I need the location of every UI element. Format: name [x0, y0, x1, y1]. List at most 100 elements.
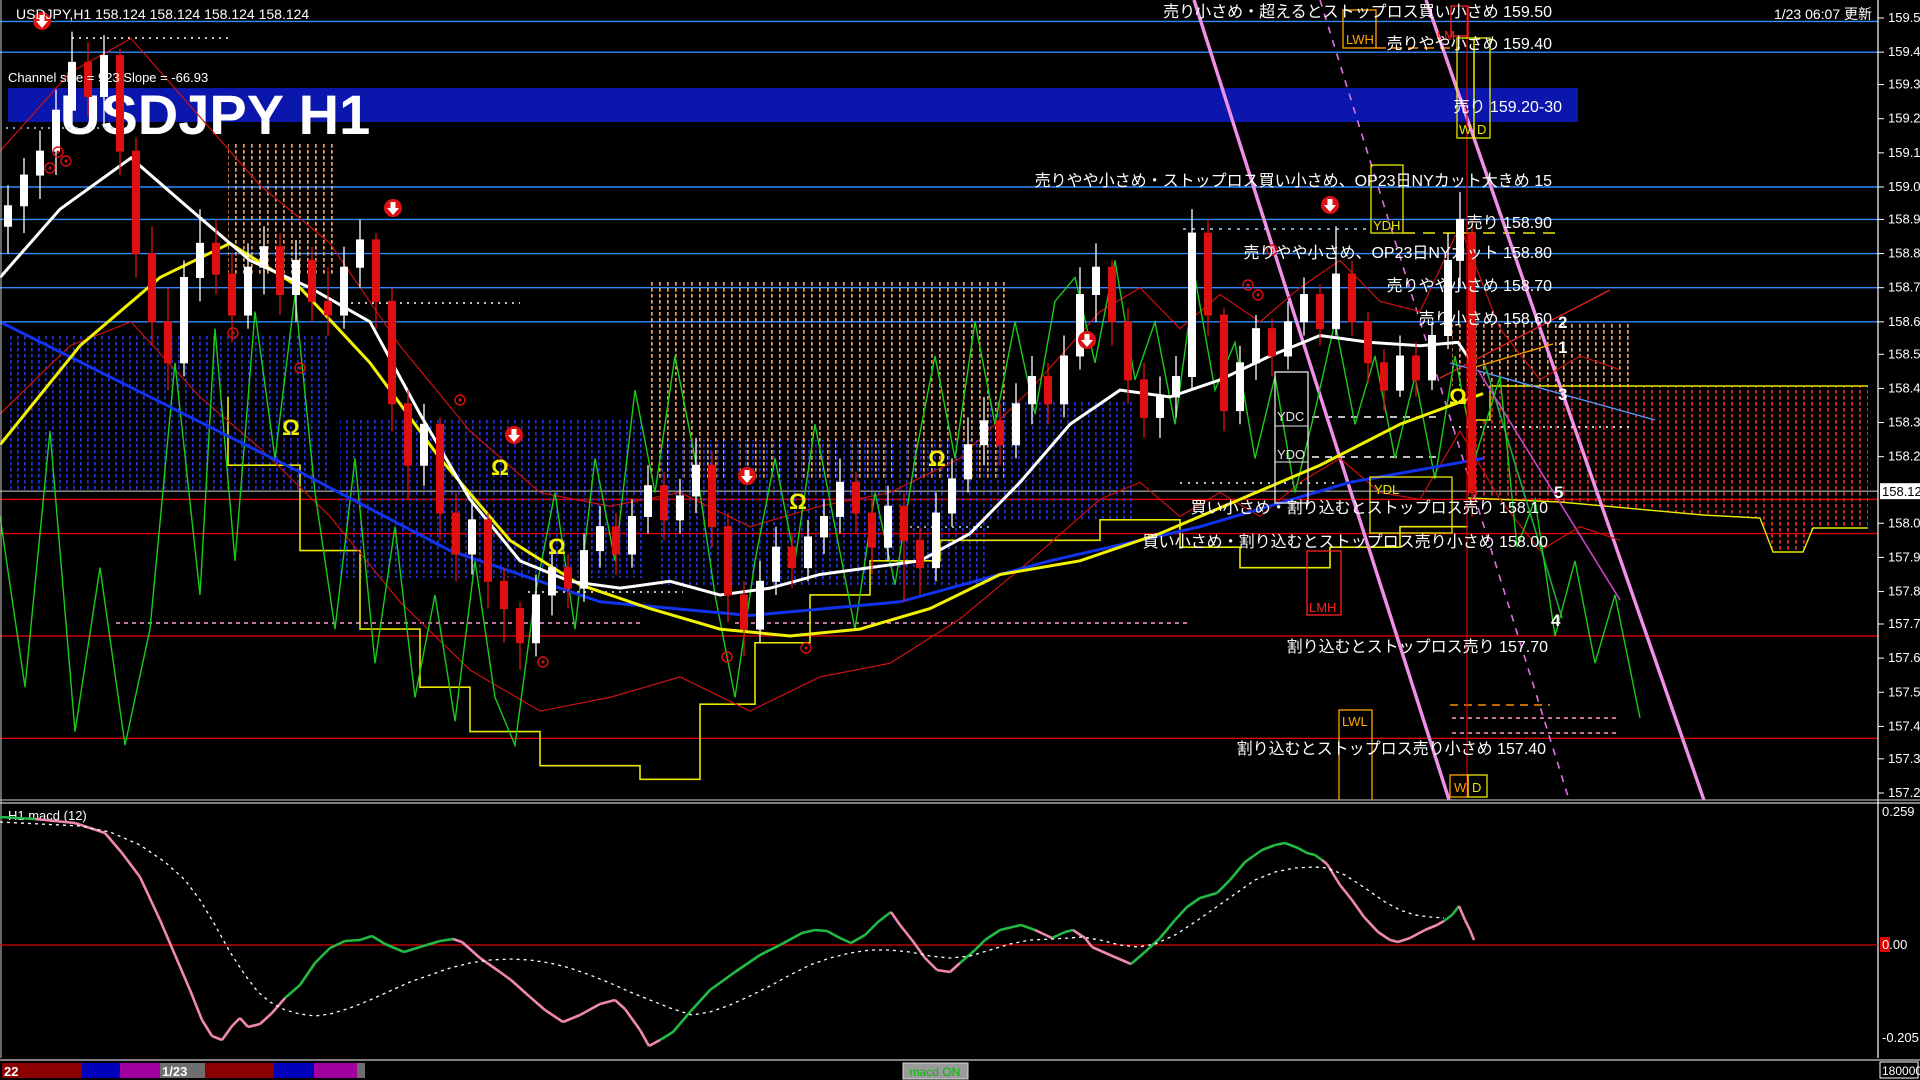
macd-main-line	[959, 949, 976, 964]
candle-body	[1028, 375, 1036, 405]
macd-main-line	[403, 945, 421, 954]
candle-body	[340, 266, 348, 316]
trend-line	[1424, 0, 1706, 800]
macd-main-line	[1051, 930, 1066, 940]
candle-body	[260, 246, 268, 268]
candle-body	[1108, 266, 1116, 323]
candle-body	[324, 300, 332, 316]
macd-main-line	[623, 1008, 642, 1031]
ma-blue-line	[0, 320, 1484, 617]
candle-body	[708, 464, 716, 528]
trade-dot-marker	[454, 394, 466, 406]
dot-circle	[454, 394, 466, 406]
range-box-label: D	[1477, 122, 1486, 137]
macd-main-line	[1350, 899, 1366, 918]
trade-dot-marker	[60, 155, 72, 167]
macd-main-line	[231, 1017, 241, 1027]
macd-main-line	[614, 999, 626, 1010]
macd-main-line	[239, 1017, 249, 1028]
session-bar-segment[interactable]	[2, 1063, 82, 1078]
price-annotation: 売り小さめ・超えるとストップロス買い小さめ 159.50	[1163, 3, 1552, 21]
session-bar-segment[interactable]	[357, 1063, 365, 1078]
last-updated-label: 1/23 06:07 更新	[1774, 6, 1872, 22]
candle-body	[1456, 218, 1464, 261]
trend-line	[1477, 369, 1621, 601]
macd-main-line	[0, 815, 36, 821]
macd-axis-label: -0.205	[1882, 1030, 1919, 1045]
candle-body	[772, 546, 780, 582]
symbol-quote-line: USDJPY,H1 158.124 158.124 158.124 158.12…	[16, 6, 309, 22]
dot-center	[231, 331, 235, 335]
macd-main-line	[1338, 884, 1354, 901]
fan-line-number: 4	[1551, 611, 1561, 630]
macd-main-line	[709, 970, 736, 992]
session-bar-segment[interactable]	[82, 1063, 120, 1078]
dot-center	[458, 398, 462, 402]
range-box-label: YDH	[1373, 218, 1400, 233]
down-arrow-icon	[36, 15, 48, 28]
macd-main-line	[877, 910, 892, 924]
candle-body	[660, 485, 668, 521]
macd-main-line	[211, 1034, 223, 1042]
macd-main-line	[1199, 891, 1218, 900]
trade-dot-marker	[721, 651, 733, 663]
senkou-b-line	[1467, 497, 1868, 553]
macd-main-line	[1244, 848, 1263, 864]
candle-body	[356, 239, 364, 268]
price-annotation: 割り込むとストップロス売り 157.70	[1287, 638, 1548, 656]
macd-main-line	[1274, 841, 1286, 847]
range-box-label: LWL	[1342, 714, 1368, 729]
macd-main-line	[579, 1002, 601, 1017]
macd-main-line	[1306, 851, 1316, 857]
macd-main-line	[371, 934, 386, 946]
session-bar-segment[interactable]	[274, 1063, 314, 1078]
sell-signal-icon	[1321, 196, 1339, 214]
price-axis-label: 157.340	[1888, 751, 1920, 766]
candle-body	[132, 150, 140, 255]
dot-circle	[52, 146, 64, 158]
candle-body	[644, 485, 652, 517]
candle-body	[740, 594, 748, 630]
price-axis-label: 159.315	[1888, 77, 1920, 92]
buy-signal-icon: Ω	[928, 446, 946, 471]
macd-toggle-label: macd ON	[910, 1065, 961, 1079]
candle-body	[532, 594, 540, 644]
candle-body	[548, 567, 556, 596]
price-annotation: 売りやや小さめ・ストップロス買い小さめ、OP23日NYカット大きめ 15	[1035, 172, 1552, 190]
dot-circle	[60, 155, 72, 167]
candle-body	[580, 550, 588, 589]
macd-main-line	[984, 928, 1001, 942]
sell-signal-icon	[738, 467, 756, 485]
candle-body	[900, 505, 908, 541]
macd-main-line	[461, 941, 481, 959]
candle-body	[964, 444, 972, 480]
session-bar-segment[interactable]	[160, 1063, 205, 1078]
session-bar-segment[interactable]	[365, 1063, 1878, 1078]
macd-main-line	[734, 953, 761, 974]
price-axis-label: 158.425	[1888, 380, 1920, 395]
macd-main-line	[1424, 923, 1438, 932]
candle-body	[1188, 232, 1196, 377]
candle-body	[788, 546, 796, 569]
macd-main-line	[638, 1029, 651, 1047]
macd-toggle-button[interactable]: macd ON	[902, 1062, 969, 1080]
ichimoku-cloud	[990, 400, 1135, 520]
buy-signal-icon: Ω	[548, 534, 566, 559]
session-bar-segment[interactable]	[314, 1063, 357, 1078]
macd-main-line	[689, 989, 711, 1013]
dot-center	[725, 655, 729, 659]
candle-body	[1124, 321, 1132, 381]
session-bar-segment[interactable]	[120, 1063, 160, 1078]
macd-main-line	[648, 1038, 661, 1048]
candle-body	[148, 253, 156, 323]
dot-circle	[1242, 279, 1254, 291]
macd-main-line	[439, 937, 454, 943]
macd-main-line	[34, 817, 76, 825]
range-box-ydl	[1369, 476, 1453, 534]
range-box-label: D	[1472, 780, 1481, 795]
candle-body	[756, 580, 764, 630]
session-bar-segment[interactable]	[205, 1063, 274, 1078]
price-axis-label: 159.115	[1888, 145, 1920, 160]
macd-main-line	[1083, 937, 1094, 948]
